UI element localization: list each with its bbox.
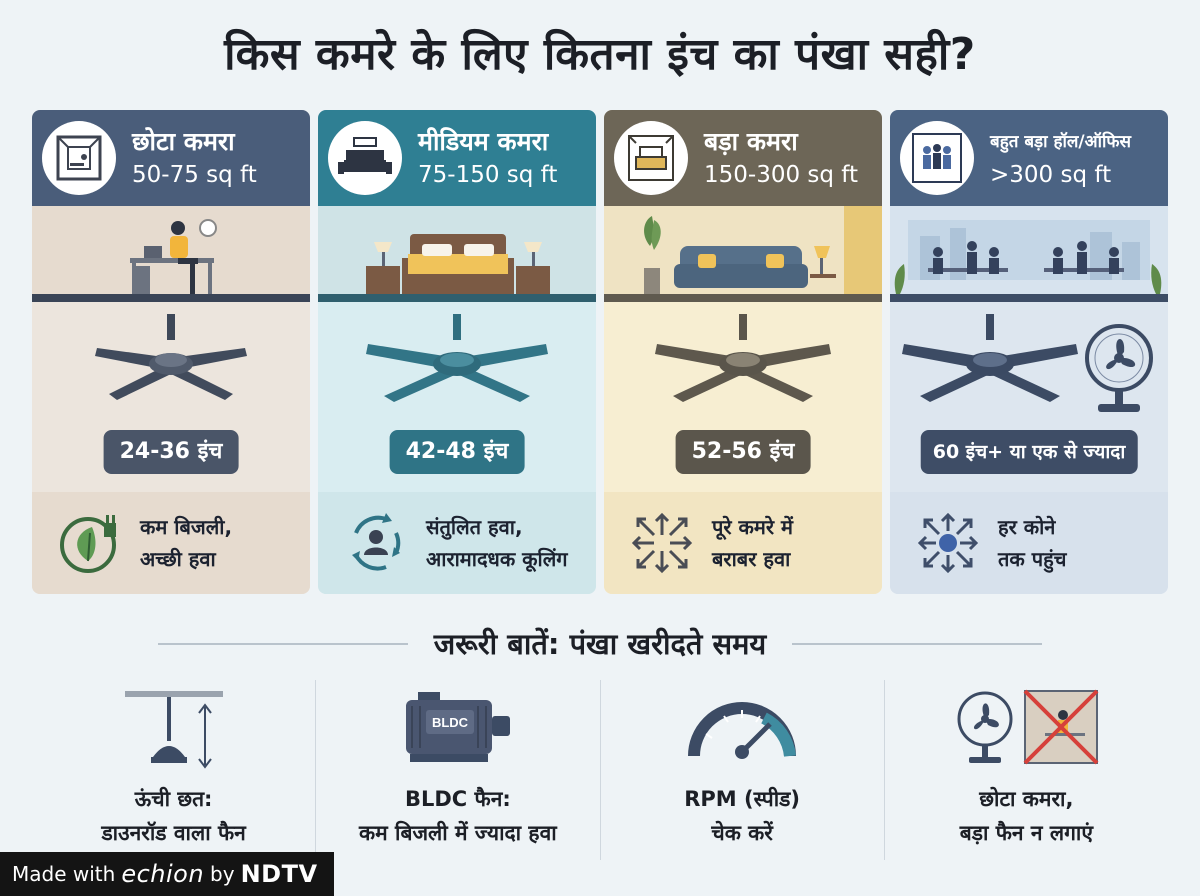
desk-scene [32, 206, 310, 302]
no-big-fan-icon [957, 689, 1099, 765]
eco-leaf-plug-icon [60, 515, 116, 573]
person-cycle-icon [352, 513, 401, 571]
benefit-line: कम बिजली, [140, 515, 233, 539]
benefit-line: अच्छी हवा [140, 547, 216, 571]
tips-title: जरूरी बातें: पंखा खरीदते समय [433, 627, 767, 661]
made-with-badge[interactable]: Made with echion by NDTV [0, 852, 334, 896]
bed-icon [328, 121, 402, 195]
arrows-spread-icon [631, 512, 693, 574]
card-header: बड़ा कमरा 150-300 sq ft [604, 110, 882, 206]
by-text: by [210, 862, 235, 886]
ceiling-fan-icon [366, 314, 548, 402]
sofa-icon [614, 121, 688, 195]
fan-area: 42-48 इंच [318, 302, 596, 492]
tip-rpm: RPM (स्पीड) चेक करें [599, 680, 884, 860]
made-with-text: Made with [12, 862, 116, 886]
tip-line: बड़ा फैन न लगाएं [959, 821, 1093, 845]
tip-line: कम बिजली में ज्यादा हवा [359, 821, 557, 845]
room-name: बड़ा कमरा [704, 127, 798, 156]
card-header: मीडियम कमरा 75-150 sq ft [318, 110, 596, 206]
downrod-fan-icon [124, 691, 223, 769]
people-group-icon [900, 121, 974, 195]
room-name: मीडियम कमरा [418, 127, 549, 156]
buying-tips: ऊंची छत: डाउनरॉड वाला फैन BLDC BLDC फैन:… [32, 680, 1168, 860]
room-name: बहुत बड़ा हॉल/ऑफिस [990, 132, 1132, 152]
tip-line: डाउनरॉड वाला फैन [101, 821, 246, 845]
benefit-row: पूरे कमरे में बराबर हवा [604, 492, 882, 594]
echion-logo: echion [121, 860, 205, 888]
room-area: >300 sq ft [990, 162, 1112, 188]
benefit-row: कम बिजली, अच्छी हवा [32, 492, 310, 594]
card-header: छोटा कमरा 50-75 sq ft [32, 110, 310, 206]
tip-line: ऊंची छत: [134, 787, 213, 811]
tips-heading: जरूरी बातें: पंखा खरीदते समय [0, 624, 1200, 663]
fan-size-badge: 24-36 इंच [103, 430, 239, 474]
benefit-line: हर कोने [998, 515, 1056, 539]
tip-small-room: छोटा कमरा, बड़ा फैन न लगाएं [883, 680, 1168, 860]
ceiling-fan-icon [655, 314, 831, 402]
bldc-motor-icon: BLDC [405, 692, 510, 762]
small-room-icon [42, 121, 116, 195]
benefit-row: संतुलित हवा, आरामादधक कूलिंग [318, 492, 596, 594]
room-name: छोटा कमरा [132, 127, 235, 156]
ceiling-fan-icon [95, 314, 247, 400]
fan-area: 52-56 इंच [604, 302, 882, 492]
tip-downrod: ऊंची छत: डाउनरॉड वाला फैन [32, 680, 315, 860]
fan-size-badge: 60 इंच+ या एक से ज्यादा [920, 430, 1138, 474]
page-title: किस कमरे के लिए कितना इंच का पंखा सही? [224, 29, 976, 80]
fan-area: 24-36 इंच [32, 302, 310, 492]
radial-arrows-icon [917, 512, 979, 574]
card-small-room: छोटा कमरा 50-75 sq ft [32, 110, 310, 594]
tip-bldc: BLDC BLDC फैन: कम बिजली में ज्यादा हवा [315, 680, 599, 860]
divider [157, 642, 408, 645]
ndtv-logo: NDTV [240, 860, 318, 888]
room-area: 75-150 sq ft [418, 162, 558, 188]
card-hall-office: बहुत बड़ा हॉल/ऑफिस >300 sq ft [890, 110, 1168, 594]
room-area: 50-75 sq ft [132, 162, 257, 188]
bldc-label: BLDC [432, 715, 469, 730]
benefit-line: आरामादधक कूलिंग [426, 547, 568, 571]
card-large-room: बड़ा कमरा 150-300 sq ft [604, 110, 882, 594]
card-header: बहुत बड़ा हॉल/ऑफिस >300 sq ft [890, 110, 1168, 206]
bedroom-scene [318, 206, 596, 302]
table-fan-icon [1085, 324, 1153, 412]
divider [792, 642, 1043, 645]
tip-line: चेक करें [711, 821, 773, 845]
speedometer-icon [688, 702, 797, 759]
office-scene [890, 206, 1168, 302]
benefit-line: बराबर हवा [712, 547, 791, 571]
living-room-scene [604, 206, 882, 302]
benefit-row: हर कोने तक पहुंच [890, 492, 1168, 594]
fan-area: 60 इंच+ या एक से ज्यादा [890, 302, 1168, 492]
room-area: 150-300 sq ft [704, 162, 859, 188]
tip-line: RPM (स्पीड) [684, 787, 800, 811]
tip-line: BLDC फैन: [404, 787, 511, 811]
tip-line: छोटा कमरा, [979, 787, 1074, 811]
room-cards: छोटा कमरा 50-75 sq ft [32, 110, 1168, 594]
benefit-line: संतुलित हवा, [426, 515, 523, 539]
fan-size-badge: 52-56 इंच [675, 430, 811, 474]
benefit-line: पूरे कमरे में [712, 515, 793, 539]
ceiling-fan-icon [902, 314, 1078, 402]
benefit-line: तक पहुंच [998, 547, 1067, 571]
card-medium-room: मीडियम कमरा 75-150 sq ft [318, 110, 596, 594]
fan-size-badge: 42-48 इंच [389, 430, 525, 474]
